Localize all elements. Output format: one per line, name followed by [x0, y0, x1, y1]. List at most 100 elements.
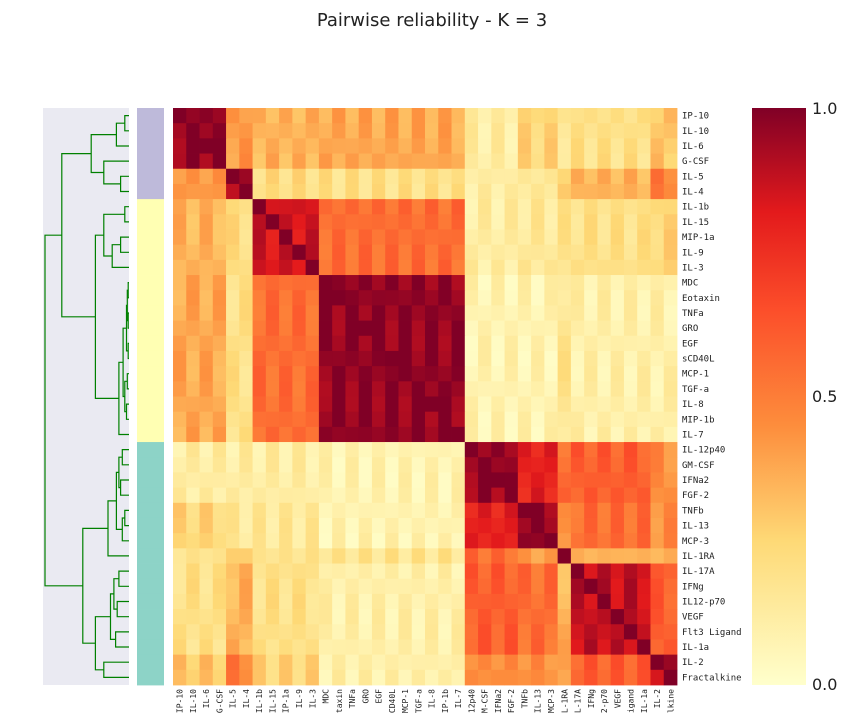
- heatmap-cell: [570, 563, 585, 580]
- heatmap-cell: [531, 229, 545, 246]
- heatmap-cell: [212, 563, 227, 580]
- heatmap-cell: [305, 624, 320, 640]
- heatmap-cell: [544, 624, 559, 640]
- heatmap-cell: [610, 244, 625, 261]
- heatmap-cell: [623, 381, 638, 397]
- heatmap-cell: [597, 654, 612, 671]
- heatmap-cell: [663, 472, 678, 488]
- heatmap-cell: [663, 305, 678, 321]
- heatmap-cell: [531, 517, 545, 534]
- row-label: IL-9: [682, 248, 704, 258]
- heatmap-cell: [570, 229, 585, 246]
- heatmap-cell: [544, 593, 559, 610]
- heatmap-cell: [305, 578, 320, 595]
- dendrogram-link: [44, 234, 83, 587]
- column-label: IL-13: [534, 689, 543, 713]
- row-label: Fractalkine: [682, 673, 742, 683]
- heatmap-cell: [610, 214, 625, 230]
- heatmap-cell: [318, 123, 333, 139]
- heatmap-cell: [517, 183, 532, 200]
- heatmap-cell: [332, 183, 346, 200]
- heatmap-cell: [398, 517, 413, 534]
- heatmap-cell: [385, 578, 399, 595]
- heatmap-cell: [292, 168, 307, 185]
- heatmap-cell: [265, 548, 280, 564]
- heatmap-cell: [252, 335, 267, 352]
- heatmap-cell: [358, 305, 373, 321]
- heatmap-cell: [425, 214, 439, 230]
- heatmap-cell: [345, 183, 360, 200]
- heatmap-cell: [663, 624, 678, 640]
- heatmap-cell: [186, 320, 200, 337]
- heatmap-cell: [517, 578, 532, 595]
- heatmap-cell: [544, 411, 559, 428]
- heatmap-cell: [478, 563, 492, 580]
- heatmap-cell: [212, 199, 227, 215]
- heatmap-cell: [173, 426, 187, 443]
- heatmap-cell: [610, 305, 625, 321]
- heatmap-cell: [358, 138, 373, 154]
- heatmap-cell: [292, 487, 307, 504]
- heatmap-cell: [544, 381, 559, 397]
- heatmap-cell: [226, 275, 240, 291]
- heatmap-cell: [425, 366, 439, 382]
- heatmap-cell: [279, 229, 293, 246]
- heatmap-cell: [491, 381, 505, 397]
- heatmap-cell: [478, 639, 492, 656]
- heatmap-cell: [663, 290, 678, 306]
- heatmap-cell: [517, 517, 532, 534]
- heatmap-cell: [584, 168, 598, 185]
- heatmap-cell: [345, 517, 360, 534]
- heatmap-cell: [531, 624, 545, 640]
- heatmap-cell: [478, 199, 492, 215]
- heatmap-cell: [531, 578, 545, 595]
- heatmap-cell: [252, 563, 267, 580]
- heatmap-cell: [597, 123, 612, 139]
- heatmap-cell: [570, 411, 585, 428]
- heatmap-cell: [544, 609, 559, 625]
- heatmap-cell: [212, 335, 227, 352]
- heatmap-cell: [557, 335, 572, 352]
- heatmap-cell: [557, 654, 572, 671]
- heatmap-cell: [663, 183, 678, 200]
- heatmap-cell: [385, 183, 399, 200]
- heatmap-cell: [318, 426, 333, 443]
- heatmap-cell: [226, 366, 240, 382]
- heatmap-cell: [531, 609, 545, 625]
- heatmap-cell: [239, 411, 253, 428]
- heatmap-cell: [637, 153, 651, 170]
- heatmap-cell: [557, 609, 572, 625]
- heatmap-cell: [239, 183, 253, 200]
- heatmap-cell: [398, 396, 413, 413]
- heatmap-cell: [239, 609, 253, 625]
- heatmap-cell: [239, 487, 253, 504]
- heatmap-cell: [358, 548, 373, 564]
- heatmap-cell: [544, 168, 559, 185]
- heatmap-cell: [438, 108, 452, 124]
- heatmap-cell: [332, 457, 346, 473]
- heatmap-cell: [212, 654, 227, 671]
- heatmap-cell: [279, 244, 293, 261]
- heatmap-cell: [173, 275, 187, 291]
- heatmap-cell: [597, 168, 612, 185]
- heatmap-cell: [318, 138, 333, 154]
- heatmap-cell: [557, 305, 572, 321]
- heatmap-cell: [557, 442, 572, 458]
- heatmap-cell: [199, 320, 214, 337]
- heatmap-cell: [623, 229, 638, 246]
- heatmap-cell: [265, 609, 280, 625]
- heatmap-cell: [570, 350, 585, 367]
- heatmap-cell: [186, 609, 200, 625]
- heatmap-cell: [438, 517, 452, 534]
- row-label: IL-4: [682, 188, 704, 198]
- heatmap-cell: [199, 472, 214, 488]
- heatmap-cell: [663, 153, 678, 170]
- heatmap-cell: [517, 214, 532, 230]
- row-label: IL-1RA: [682, 552, 715, 562]
- heatmap-cell: [332, 426, 346, 443]
- heatmap-cell: [570, 275, 585, 291]
- heatmap-cell: [265, 138, 280, 154]
- heatmap-cell: [597, 199, 612, 215]
- heatmap-cell: [663, 214, 678, 230]
- heatmap-cell: [279, 108, 293, 124]
